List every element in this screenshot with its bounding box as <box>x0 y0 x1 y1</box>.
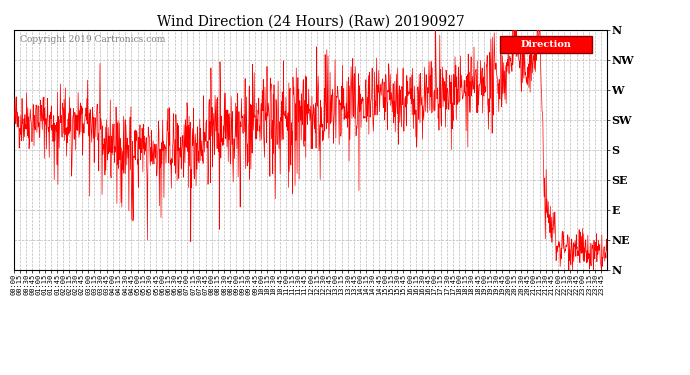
Text: Direction: Direction <box>521 40 572 49</box>
Title: Wind Direction (24 Hours) (Raw) 20190927: Wind Direction (24 Hours) (Raw) 20190927 <box>157 15 464 29</box>
Text: Copyright 2019 Cartronics.com: Copyright 2019 Cartronics.com <box>20 35 165 44</box>
FancyBboxPatch shape <box>500 36 592 53</box>
